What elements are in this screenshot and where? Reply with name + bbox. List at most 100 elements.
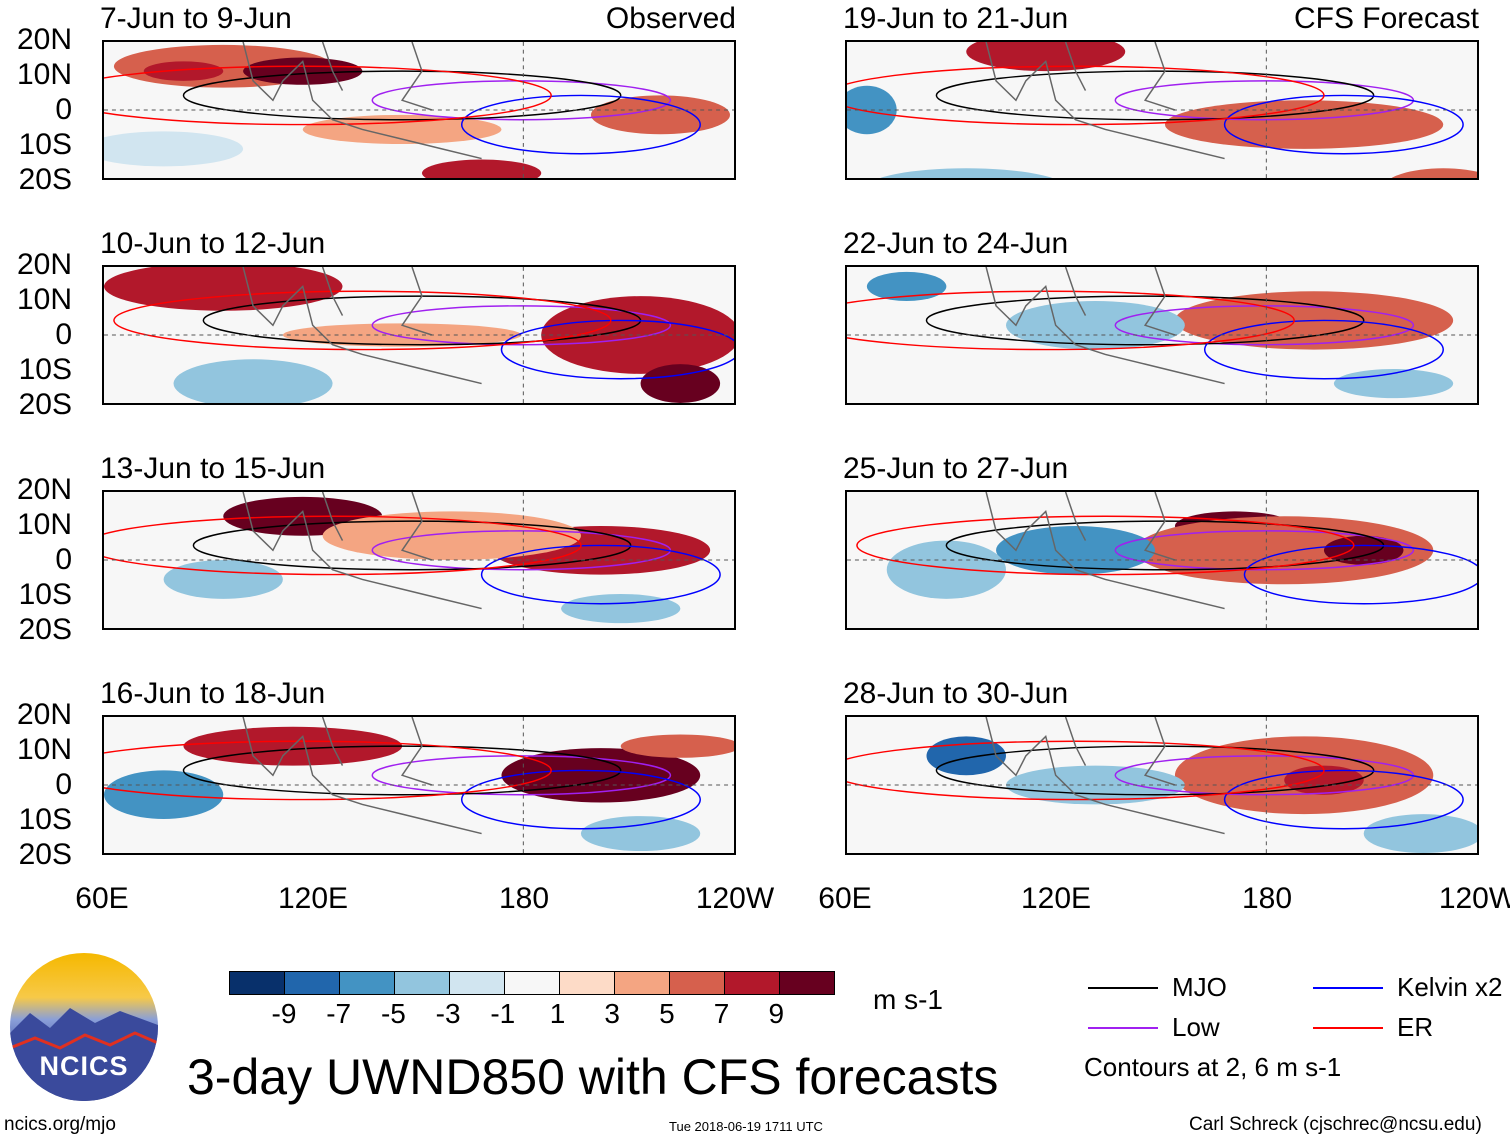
contour-line (104, 740, 552, 801)
colorbar-label: -1 (490, 998, 516, 1029)
shading-region (143, 61, 224, 81)
shading-region (880, 168, 1053, 178)
shading-region (104, 131, 244, 167)
contour-line (925, 295, 1365, 346)
y-tick-label: 20S (18, 163, 72, 196)
shading-region (1135, 516, 1434, 585)
y-tick-label: 20N (16, 698, 72, 731)
logo-text: NCICS (39, 1051, 129, 1081)
colorbar-label: 5 (659, 998, 675, 1029)
x-tick-label: 60E (818, 882, 872, 915)
y-tick-label: 20S (18, 838, 72, 871)
contour-line (113, 290, 612, 351)
y-tick-label: 10N (16, 283, 72, 316)
contour-line (856, 515, 1355, 576)
y-tick-label: 0 (55, 93, 72, 126)
x-tick-label: 180 (1241, 882, 1293, 915)
colorbar-swatch (560, 972, 615, 994)
shading-region (886, 540, 1006, 599)
panel-title: 25-Jun to 27-Jun (843, 452, 1069, 485)
panel-title: 28-Jun to 30-Jun (843, 677, 1069, 710)
shading-region (620, 734, 734, 758)
x-tick-label: 120E (1020, 882, 1092, 915)
colorbar-swatch (615, 972, 670, 994)
map-panel (102, 715, 736, 855)
shading-region (580, 816, 701, 852)
colorbar-swatch (780, 972, 834, 994)
contour-line (460, 769, 701, 830)
colorbar-swatch (285, 972, 340, 994)
y-tick-label: 10N (16, 733, 72, 766)
legend-line (1313, 987, 1383, 989)
shading-region (561, 594, 681, 624)
map-panel (845, 265, 1479, 405)
contour-line (1223, 94, 1464, 155)
panel-label: Observed (605, 2, 736, 35)
map-panel (102, 265, 736, 405)
shading-region (173, 359, 333, 403)
coastline (985, 267, 1225, 385)
x-tick-label: 180 (498, 882, 550, 915)
shading-region (421, 159, 542, 178)
map-panel (845, 715, 1479, 855)
main-title: 3-day UWND850 with CFS forecasts (187, 1049, 999, 1105)
y-tick-label: 10S (18, 578, 72, 611)
colorbar-swatch (395, 972, 450, 994)
y-tick-label: 20N (16, 23, 72, 56)
panel-title: 7-Jun to 9-Jun (100, 2, 292, 35)
colorbar-units: m s-1 (873, 984, 943, 1015)
contour-line (500, 319, 734, 380)
coastline (985, 492, 1225, 610)
contour-note: Contours at 2, 6 m s-1 (1084, 1052, 1342, 1082)
x-tick-label: 120W (1438, 882, 1510, 915)
panel-title: 13-Jun to 15-Jun (100, 452, 326, 485)
contour-line (935, 70, 1375, 121)
footer-timestamp: Tue 2018-06-19 1711 UTC (669, 1119, 823, 1134)
panel-title: 22-Jun to 24-Jun (843, 227, 1069, 260)
map-panel (102, 40, 736, 180)
shading-region (590, 95, 731, 135)
y-tick-label: 0 (55, 768, 72, 801)
colorbar-swatch (505, 972, 560, 994)
map-panel (845, 40, 1479, 180)
y-tick-label: 10S (18, 128, 72, 161)
colorbar-label: 1 (549, 998, 566, 1029)
contour-line (1114, 530, 1415, 571)
colorbar-swatch (340, 972, 395, 994)
footer-url[interactable]: ncics.org/mjo (4, 1114, 116, 1135)
x-tick-label: 120W (695, 882, 775, 915)
shading-region (163, 560, 283, 599)
colorbar-label: -5 (380, 998, 406, 1029)
colorbar-label: -3 (435, 998, 461, 1029)
colorbar-label: -7 (326, 998, 352, 1029)
colorbar-label: 7 (713, 998, 730, 1029)
shading-region (1005, 301, 1185, 350)
contour-line (182, 70, 622, 121)
contour-line (1223, 769, 1464, 830)
colorbar-swatch (670, 972, 725, 994)
contour-line (847, 290, 1295, 351)
legend-line (1313, 1027, 1383, 1029)
coastline (985, 717, 1225, 835)
contour-line (371, 305, 672, 346)
y-tick-label: 0 (55, 318, 72, 351)
shading-region (1333, 369, 1454, 399)
shading-region (996, 526, 1156, 575)
shading-region (966, 42, 1126, 72)
shading-region (1363, 814, 1477, 853)
shading-region (104, 267, 343, 311)
x-tick-label: 60E (75, 882, 129, 915)
shading-region (1284, 765, 1364, 795)
colorbar-label: -9 (271, 998, 297, 1029)
shading-region (1391, 168, 1477, 178)
shading-region (302, 114, 502, 144)
panel-title: 19-Jun to 21-Jun (843, 2, 1069, 35)
colorbar-swatch (450, 972, 505, 994)
coastline (242, 717, 482, 835)
map-panel (102, 490, 736, 630)
ncics-logo: NCICS (10, 953, 158, 1101)
contour-line (1243, 544, 1477, 605)
y-tick-label: 0 (55, 543, 72, 576)
legend-line (1088, 987, 1158, 989)
shading-region (322, 511, 581, 560)
